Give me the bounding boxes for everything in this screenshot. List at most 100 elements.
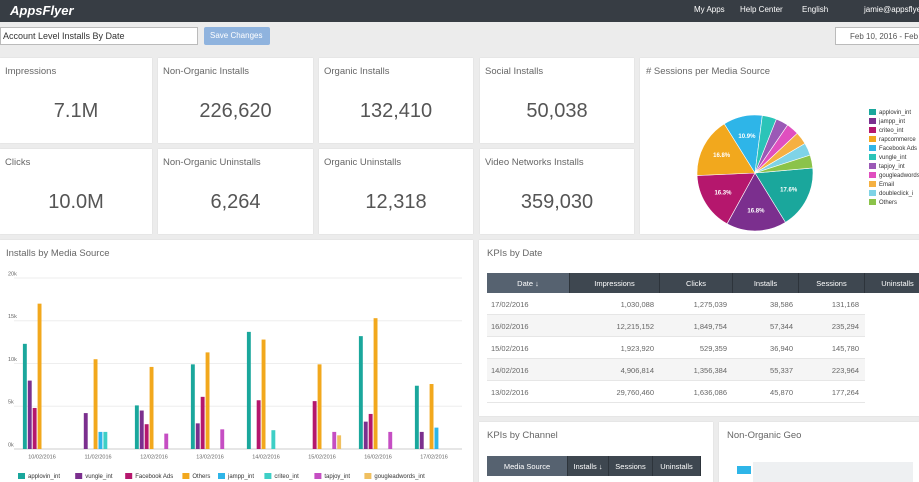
kpi-value: 7.1M: [53, 100, 99, 122]
table-cell: 55,337: [733, 359, 799, 381]
legend-label: jampp_int: [227, 474, 254, 480]
legend-label: criteo_int: [879, 128, 904, 134]
kpi-label: Clicks: [5, 157, 31, 168]
legend-swatch: [869, 118, 876, 124]
table-cell: 15/02/2016: [487, 337, 570, 359]
x-tick-label: 16/02/2016: [364, 454, 392, 460]
pie-slice: [754, 154, 814, 174]
kpi-value: 50,038: [526, 100, 588, 122]
bar: [164, 433, 169, 449]
x-tick-label: 10/02/2016: [28, 454, 56, 460]
bar: [368, 413, 373, 449]
slice-label: 16.3%: [714, 190, 732, 196]
table-cell: 45,870: [733, 381, 799, 403]
kpi-label: Social Installs: [485, 66, 544, 77]
panel-title: KPIs by Date: [487, 248, 543, 259]
bar: [363, 421, 368, 449]
bar: [358, 336, 363, 449]
nav-link[interactable]: jamie@appsflyer.c: [864, 5, 919, 14]
save-button[interactable]: Save Changes: [204, 27, 270, 45]
column-header: Uninstalls: [653, 456, 701, 476]
legend-label: vungle_int: [85, 474, 113, 480]
x-tick-label: 11/02/2016: [84, 454, 111, 460]
slice-label: 16.8%: [713, 153, 731, 159]
x-tick-label: 14/02/2016: [252, 454, 280, 460]
column-header: Date ↓: [487, 273, 570, 293]
bar: [246, 331, 251, 449]
bar: [37, 303, 42, 449]
nav-link[interactable]: English: [802, 5, 829, 14]
bar: [83, 413, 88, 449]
kpi-label: Impressions: [5, 66, 57, 77]
table-cell: 36,940: [733, 337, 799, 359]
table-cell: 17/02/2016: [487, 293, 570, 315]
legend-swatch: [869, 145, 876, 151]
report-select[interactable]: Account Level Installs By Date: [0, 27, 198, 45]
legend-swatch: [869, 172, 876, 178]
bar: [434, 427, 439, 449]
column-header: Media Source: [487, 456, 568, 476]
x-tick-label: 15/02/2016: [308, 454, 336, 460]
nav-link[interactable]: Help Center: [740, 5, 783, 14]
bar: [220, 429, 225, 449]
bar: [93, 359, 98, 449]
map-region: [737, 466, 751, 474]
kpi-label: Organic Uninstalls: [324, 157, 402, 168]
table-cell: 145,780: [799, 337, 865, 359]
legend-swatch: [869, 181, 876, 187]
legend-label: vungle_int: [879, 155, 907, 161]
legend-swatch: [218, 473, 225, 479]
pie-slice: [696, 123, 756, 176]
legend-label: Email: [879, 182, 894, 188]
legend-swatch: [869, 163, 876, 169]
x-tick-label: 12/02/2016: [140, 454, 168, 460]
panel-title: # Sessions per Media Source: [646, 66, 771, 77]
x-tick-label: 13/02/2016: [196, 454, 224, 460]
bar: [98, 431, 103, 449]
table-cell: 223,964: [799, 359, 865, 381]
legend-swatch: [869, 127, 876, 133]
kpi-label: Video Networks Installs: [485, 157, 584, 168]
kpi-date-panel: KPIs by Date Date ↓ Impressions Clicks Inst…: [479, 240, 919, 416]
date-picker[interactable]: Feb 10, 2016 - Feb 17: [835, 27, 919, 45]
bar: [134, 405, 139, 449]
bar-panel: Installs by Media Source 0k 5k 10k 15k 20k 10…: [0, 240, 473, 482]
brand[interactable]: AppsFlyer: [10, 3, 74, 18]
y-tick-label: 0k: [8, 442, 14, 448]
kpi-value: 226,620: [199, 100, 272, 122]
nav-link[interactable]: My Apps: [694, 5, 725, 14]
bar: [205, 352, 210, 449]
legend-swatch: [869, 136, 876, 142]
kpi-tile: Impressions 7.1M: [0, 58, 152, 143]
column-header: Clicks: [660, 273, 733, 293]
bar: [139, 410, 144, 449]
legend-swatch: [364, 473, 372, 479]
legend-label: Others: [192, 474, 210, 480]
table-cell: 16/02/2016: [487, 315, 570, 337]
column-header: Installs: [733, 273, 799, 293]
legend-label: Facebook Ads: [879, 146, 917, 152]
kpi-tile: Social Installs 50,038: [480, 58, 634, 143]
legend-label: gougleadwords: [879, 173, 919, 179]
panel-title: KPIs by Channel: [487, 430, 558, 441]
slice-label: 17.6%: [780, 188, 798, 194]
panel-title: Installs by Media Source: [6, 248, 110, 259]
legend-swatch: [18, 473, 25, 479]
legend-label: Facebook Ads: [135, 474, 173, 480]
table-cell: 529,359: [660, 337, 733, 359]
pie-chart: 17.6% 16.8% 16.3% 16.8% 10.9% applovin_intjam…: [696, 109, 919, 232]
table-cell: 12,215,152: [570, 315, 660, 337]
panel-title: Non-Organic Geo: [727, 430, 802, 441]
bar: [261, 339, 266, 449]
table-cell: 1,275,039: [660, 293, 733, 315]
kpi-label: Non-Organic Uninstalls: [163, 157, 261, 168]
table-cell: 4,906,814: [570, 359, 660, 381]
bar: [373, 318, 378, 449]
legend-swatch: [264, 473, 272, 479]
table-cell: 13/02/2016: [487, 381, 570, 403]
bar: [149, 366, 154, 449]
pie-slice: [696, 172, 756, 225]
kpi-value: 10.0M: [48, 191, 104, 213]
legend-label: jampp_int: [878, 119, 905, 125]
